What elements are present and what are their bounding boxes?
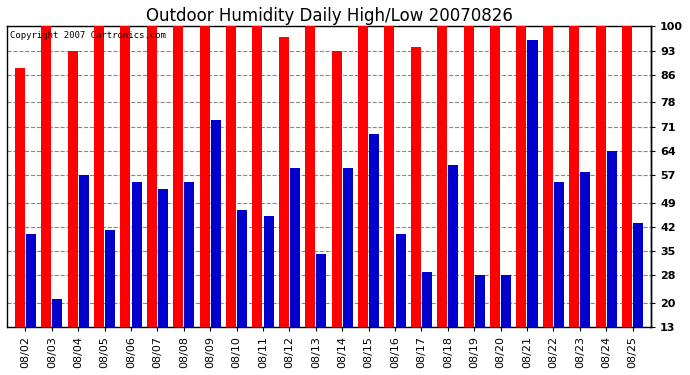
Bar: [633, 224, 643, 327]
Bar: [343, 168, 353, 327]
Bar: [607, 151, 617, 327]
Bar: [543, 27, 553, 327]
Bar: [184, 182, 195, 327]
Bar: [554, 182, 564, 327]
Bar: [79, 175, 89, 327]
Text: Copyright 2007 Cartronics.com: Copyright 2007 Cartronics.com: [10, 31, 166, 40]
Bar: [26, 234, 36, 327]
Bar: [105, 230, 115, 327]
Bar: [501, 275, 511, 327]
Bar: [94, 27, 104, 327]
Bar: [527, 40, 538, 327]
Bar: [290, 168, 300, 327]
Bar: [68, 51, 78, 327]
Bar: [411, 47, 421, 327]
Bar: [279, 37, 289, 327]
Bar: [210, 120, 221, 327]
Bar: [595, 27, 606, 327]
Bar: [580, 171, 591, 327]
Bar: [199, 27, 210, 327]
Bar: [41, 27, 51, 327]
Bar: [369, 134, 379, 327]
Title: Outdoor Humidity Daily High/Low 20070826: Outdoor Humidity Daily High/Low 20070826: [146, 7, 513, 25]
Bar: [516, 27, 526, 327]
Bar: [569, 27, 579, 327]
Bar: [15, 68, 25, 327]
Bar: [264, 216, 273, 327]
Bar: [121, 27, 130, 327]
Bar: [332, 51, 342, 327]
Bar: [622, 27, 632, 327]
Bar: [464, 27, 473, 327]
Bar: [422, 272, 432, 327]
Bar: [158, 189, 168, 327]
Bar: [475, 275, 485, 327]
Bar: [316, 254, 326, 327]
Bar: [448, 165, 458, 327]
Bar: [173, 27, 184, 327]
Bar: [437, 27, 447, 327]
Bar: [395, 234, 406, 327]
Bar: [52, 299, 62, 327]
Bar: [490, 27, 500, 327]
Bar: [384, 27, 395, 327]
Bar: [253, 27, 262, 327]
Bar: [237, 210, 247, 327]
Bar: [132, 182, 141, 327]
Bar: [358, 27, 368, 327]
Bar: [147, 27, 157, 327]
Bar: [226, 27, 236, 327]
Bar: [305, 27, 315, 327]
